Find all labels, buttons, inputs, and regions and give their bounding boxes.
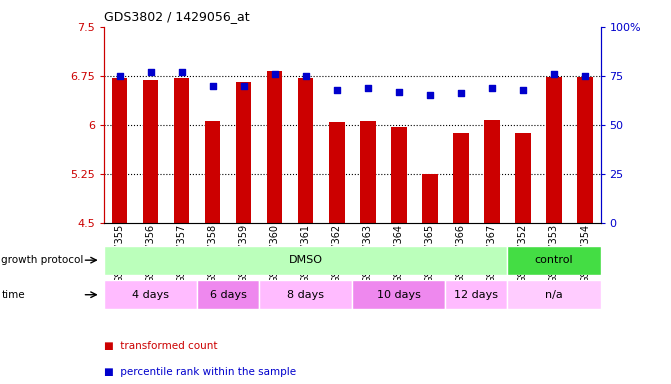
Bar	[205, 121, 220, 223]
Text: 8 days: 8 days	[287, 290, 324, 300]
Point	[393, 88, 404, 94]
Point	[362, 84, 373, 91]
Text: DMSO: DMSO	[289, 255, 323, 265]
Bar	[577, 77, 592, 223]
Bar	[143, 80, 158, 223]
Bar	[391, 127, 407, 223]
Bar	[453, 133, 468, 223]
Point	[486, 84, 497, 91]
Bar	[507, 280, 601, 309]
Bar	[329, 121, 344, 223]
Bar	[422, 174, 437, 223]
Bar	[236, 82, 252, 223]
Point	[425, 92, 435, 98]
Bar	[197, 280, 259, 309]
Text: 4 days: 4 days	[132, 290, 169, 300]
Bar	[352, 280, 446, 309]
Point	[517, 86, 528, 93]
Bar	[104, 280, 197, 309]
Text: 6 days: 6 days	[210, 290, 246, 300]
Text: growth protocol: growth protocol	[1, 255, 84, 265]
Text: 12 days: 12 days	[454, 290, 499, 300]
Text: ■  percentile rank within the sample: ■ percentile rank within the sample	[104, 367, 296, 377]
Point	[207, 83, 218, 89]
Bar	[515, 133, 531, 223]
Bar	[446, 280, 507, 309]
Bar	[259, 280, 352, 309]
Bar	[484, 119, 500, 223]
Bar	[507, 246, 601, 275]
Bar	[112, 78, 127, 223]
Bar	[360, 121, 376, 223]
Text: time: time	[1, 290, 25, 300]
Point	[145, 69, 156, 75]
Point	[301, 73, 311, 79]
Point	[331, 86, 342, 93]
Bar	[267, 71, 282, 223]
Point	[580, 73, 590, 79]
Point	[549, 71, 560, 77]
Point	[114, 73, 125, 79]
Point	[238, 83, 249, 89]
Bar	[104, 246, 507, 275]
Text: 10 days: 10 days	[377, 290, 421, 300]
Text: control: control	[535, 255, 573, 265]
Bar	[174, 78, 189, 223]
Text: GDS3802 / 1429056_at: GDS3802 / 1429056_at	[104, 10, 250, 23]
Bar	[298, 78, 313, 223]
Point	[176, 69, 187, 75]
Point	[269, 71, 280, 77]
Text: ■  transformed count: ■ transformed count	[104, 341, 217, 351]
Point	[456, 90, 466, 96]
Bar	[546, 77, 562, 223]
Text: n/a: n/a	[545, 290, 563, 300]
